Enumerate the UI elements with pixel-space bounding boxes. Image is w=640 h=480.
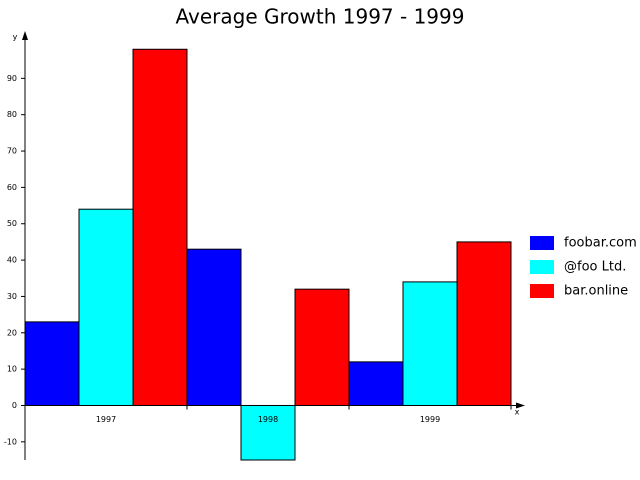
y-tick-label: 80 <box>7 110 17 119</box>
y-tick-label: 20 <box>7 328 17 337</box>
x-axis-label: x <box>515 408 520 417</box>
y-tick-label: 40 <box>7 256 17 265</box>
x-tick-label: 1997 <box>96 415 116 424</box>
legend-label: bar.online <box>564 284 628 299</box>
x-tick-label: 1999 <box>420 415 440 424</box>
y-tick-label: 90 <box>7 74 17 83</box>
y-tick-label: 10 <box>7 365 17 374</box>
legend-swatch <box>530 284 554 298</box>
bar <box>78 208 134 406</box>
y-axis-label: y <box>13 33 18 42</box>
legend-swatch <box>530 260 554 274</box>
bar <box>348 361 404 406</box>
bar <box>24 321 80 406</box>
bar <box>132 48 188 406</box>
bar <box>240 404 296 461</box>
x-axis-arrow <box>516 402 525 409</box>
bar <box>186 248 242 406</box>
bar <box>456 241 512 406</box>
y-tick-label: 70 <box>7 147 17 156</box>
y-tick-label: 30 <box>7 292 17 301</box>
y-tick-label: 50 <box>7 219 17 228</box>
chart-title: Average Growth 1997 - 1999 <box>176 5 465 29</box>
legend-label: foobar.com <box>564 236 637 251</box>
x-tick-label: 1998 <box>258 415 278 424</box>
legend-label: @foo Ltd. <box>564 260 626 275</box>
y-tick-label: 0 <box>12 401 17 410</box>
legend-swatch <box>530 236 554 250</box>
y-axis-arrow <box>22 31 28 40</box>
y-tick-label: -10 <box>4 437 17 446</box>
bar <box>294 288 350 406</box>
bar <box>402 281 458 406</box>
y-tick-label: 60 <box>7 183 17 192</box>
